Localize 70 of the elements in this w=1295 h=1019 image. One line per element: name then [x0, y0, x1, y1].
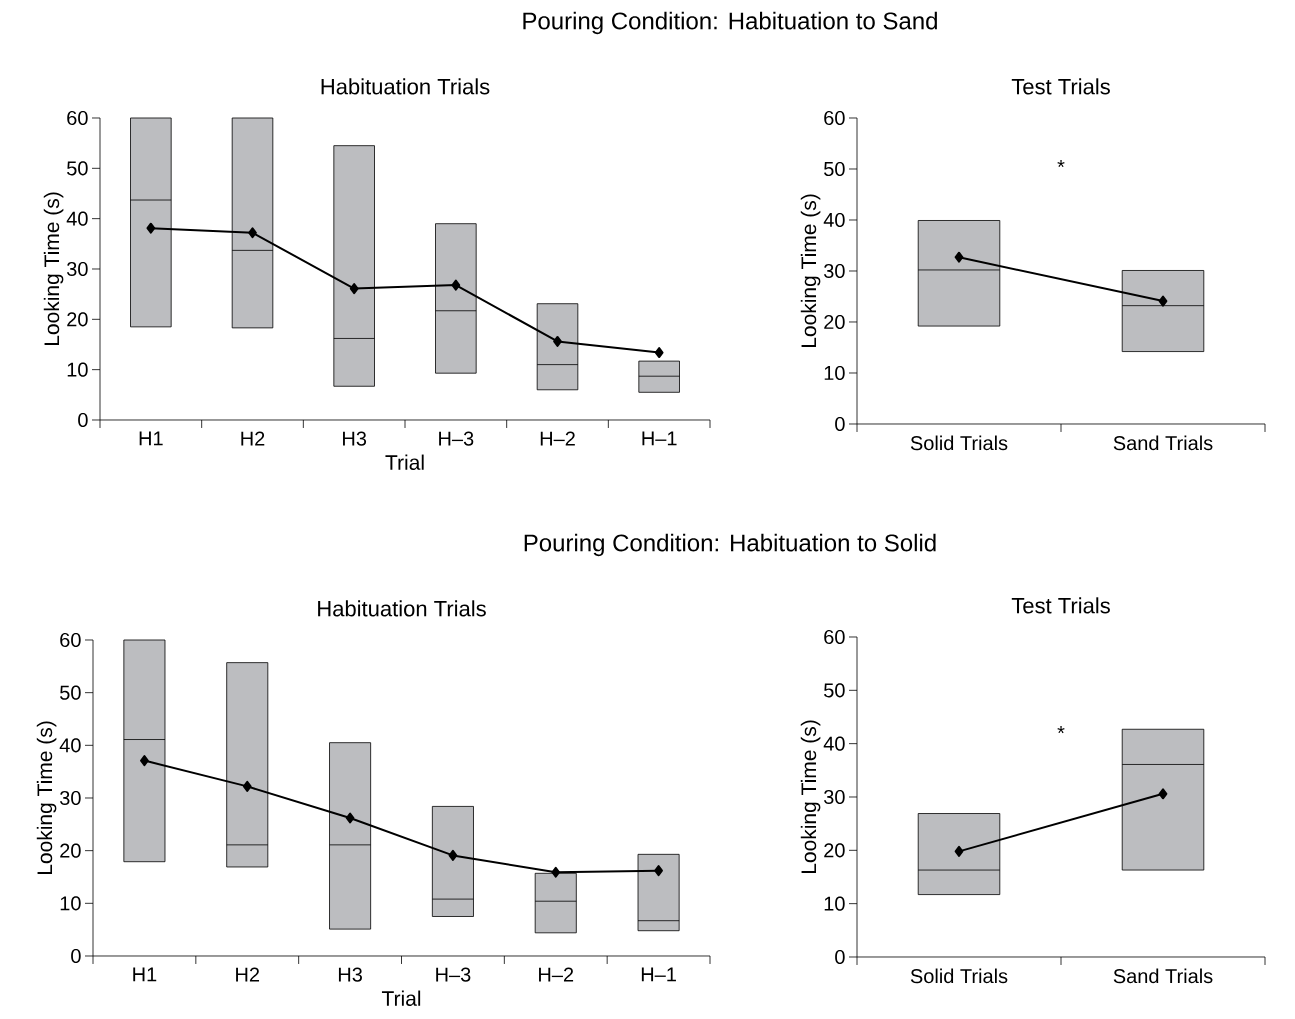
y-tick-label: 20: [67, 312, 88, 327]
x-tick-label: H2: [241, 431, 265, 446]
x-tick-label: H–3: [439, 431, 474, 446]
y-axis-title: Looking Time (s): [36, 721, 57, 875]
annotation: *: [1057, 160, 1065, 168]
y-tick-label: 40: [823, 736, 845, 751]
y-tick-label: 0: [78, 412, 88, 428]
y-axis-title: Looking Time (s): [800, 194, 821, 348]
y-axis-title: Looking Time (s): [43, 192, 64, 346]
x-tick-label: H–2: [540, 431, 575, 446]
point: [349, 283, 359, 295]
annotation: *: [1057, 726, 1065, 734]
chart-title: Habituation Trials: [318, 600, 486, 617]
point: [242, 780, 252, 792]
x-tick-label: Sand Trials: [1113, 435, 1213, 451]
point: [140, 755, 149, 767]
y-tick-label: 0: [835, 416, 845, 432]
x-axis-title: Trial: [381, 990, 421, 1006]
y-tick-label: 20: [60, 843, 81, 858]
point: [551, 866, 561, 878]
chart-title: Test Trials: [1011, 78, 1110, 95]
y-tick-label: 30: [67, 261, 88, 277]
y-tick-label: 50: [824, 161, 845, 177]
y-tick-label: 50: [67, 161, 88, 176]
x-tick-label: H–1: [642, 431, 677, 446]
y-tick-label: 60: [824, 629, 845, 645]
point: [345, 812, 355, 824]
y-tick-label: 60: [67, 110, 88, 126]
text: Pouring Condition: Habituation to Solid: [524, 533, 936, 557]
y-tick-label: 40: [59, 738, 81, 753]
y-tick-label: 30: [60, 790, 81, 806]
chart-title: Habituation Trials: [321, 78, 490, 95]
text: Pouring Condition: Habituation to Sand: [523, 11, 937, 35]
y-tick-label: 50: [824, 683, 845, 698]
x-tick-label: H–2: [539, 967, 574, 982]
point: [654, 865, 663, 877]
point: [654, 347, 664, 359]
chart-title: Test Trials: [1011, 597, 1110, 614]
y-tick-label: 0: [835, 949, 845, 965]
x-tick-label: H3: [343, 431, 367, 446]
y-tick-label: 50: [60, 685, 81, 700]
x-tick-label: H3: [338, 967, 362, 982]
y-tick-label: 30: [824, 263, 845, 279]
x-tick-label: H–1: [641, 967, 676, 982]
y-tick-label: 60: [60, 632, 81, 648]
x-axis-title: Trial: [385, 454, 424, 470]
point: [448, 849, 458, 861]
point: [451, 279, 461, 291]
y-tick-label: 0: [71, 948, 81, 964]
x-tick-label: Solid Trials: [910, 435, 1008, 451]
x-tick-label: H–3: [436, 967, 471, 982]
y-tick-label: 10: [824, 365, 845, 381]
y-axis-title: Looking Time (s): [800, 720, 821, 874]
point: [146, 222, 156, 234]
y-tick-label: 20: [824, 843, 845, 858]
x-tick-label: Solid Trials: [910, 968, 1008, 984]
x-tick-label: H1: [139, 431, 163, 446]
y-tick-label: 20: [824, 314, 845, 330]
x-tick-label: H2: [236, 967, 260, 982]
point: [553, 335, 562, 347]
point: [248, 227, 257, 239]
y-tick-label: 10: [60, 896, 81, 911]
y-tick-label: 40: [66, 211, 88, 226]
y-tick-label: 40: [823, 212, 845, 228]
x-tick-label: H1: [133, 967, 157, 982]
x-tick-label: Sand Trials: [1113, 968, 1213, 984]
y-tick-label: 30: [824, 789, 845, 805]
y-tick-label: 60: [824, 110, 845, 126]
y-tick-label: 10: [824, 896, 845, 911]
y-tick-label: 10: [67, 362, 88, 377]
